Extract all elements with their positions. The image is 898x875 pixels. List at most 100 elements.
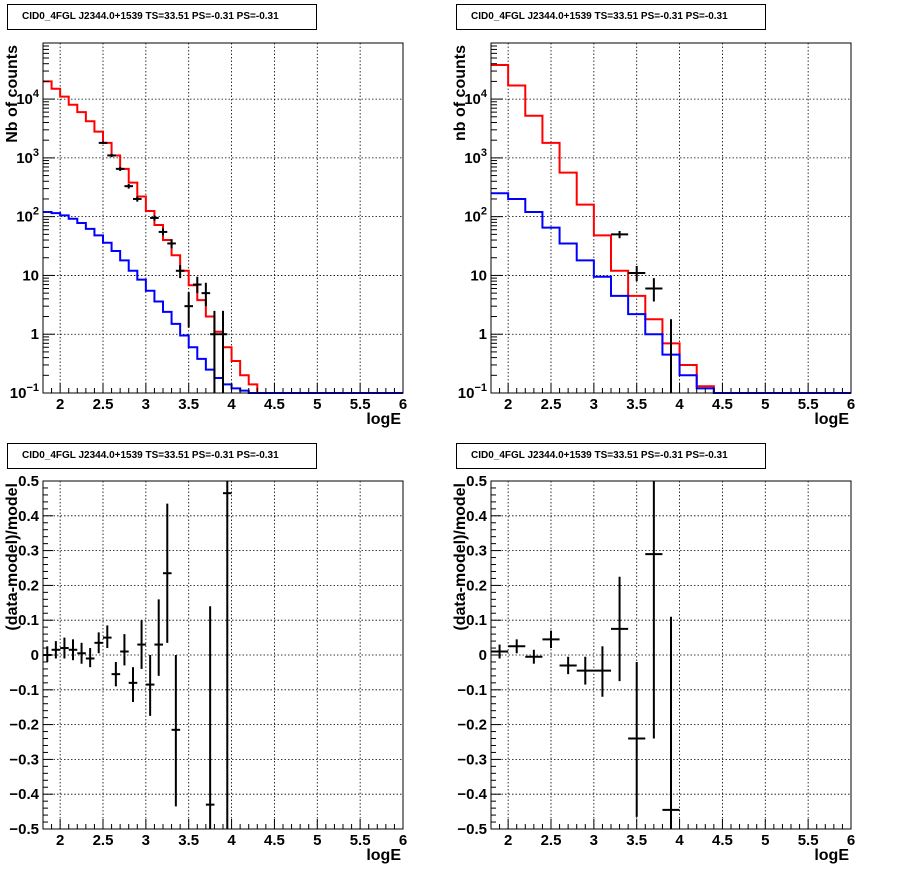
panel-0: 2 2.5 3 3.5 4 4.5 5 5.5 610−1110102103104logENb … [4, 42, 407, 428]
x-tick-label: 3.5 [626, 832, 647, 849]
x-tick-label: 2.5 [541, 832, 562, 849]
data-point [150, 215, 159, 221]
x-tick-label: 2.5 [541, 396, 562, 413]
data-point [218, 310, 228, 393]
x-tick-label: 2.5 [93, 396, 114, 413]
data-point [163, 503, 172, 643]
panel-title-top-left: CID0_4FGL J2344.0+1539 TS=33.51 PS=-0.31… [7, 4, 317, 30]
y-tick-label: 1 [479, 326, 487, 343]
x-axis-label: logE [814, 847, 849, 864]
y-tick-label: 0.3 [466, 543, 487, 560]
y-tick-label: 10−1 [458, 382, 487, 402]
y-tick-label: −0.5 [457, 821, 487, 838]
data-point [210, 310, 219, 393]
data-point [576, 656, 594, 685]
y-tick-label: −0.1 [457, 682, 487, 699]
data-point [611, 576, 629, 682]
x-tick-label: 3.5 [178, 832, 199, 849]
data-point [593, 646, 611, 697]
x-tick-label: 3.5 [626, 396, 647, 413]
y-tick-label: 10 [22, 267, 39, 284]
data-point [120, 634, 129, 666]
y-tick-label: 0.2 [466, 577, 487, 594]
panel-title-bottom-right: CID0_4FGL J2344.0+1539 TS=33.51 PS=-0.31… [456, 443, 766, 469]
data-point [103, 625, 112, 649]
data-point [508, 639, 526, 654]
series-source_model [491, 192, 851, 394]
x-tick-label: 5 [313, 396, 321, 413]
data-point [171, 655, 181, 807]
y-tick-label: 0.1 [466, 612, 487, 629]
data-point [205, 606, 215, 829]
data-point [193, 276, 202, 294]
series-total_model [491, 64, 851, 394]
x-tick-label: 2 [56, 396, 64, 413]
panel-3: 2 2.5 3 3.5 4 4.5 5 5.5 6 −0.5 −0.4 −0.3 −0.2 −0.1 0 0.… [452, 473, 855, 864]
y-axis-label: (data-model)/model [452, 483, 469, 631]
data-point [559, 656, 577, 675]
y-tick-label: 0.3 [18, 543, 39, 560]
data-point [175, 265, 185, 279]
panel-1: 2 2.5 3 3.5 4 4.5 5 5.5 610−1110102103104logEnb … [452, 42, 855, 428]
x-tick-label: 3 [142, 832, 150, 849]
y-tick-label: −0.4 [457, 786, 487, 803]
y-tick-label: 0 [479, 647, 487, 664]
x-tick-label: 4 [675, 832, 684, 849]
data-point [98, 141, 108, 145]
x-tick-label: 4.5 [264, 832, 285, 849]
data-point [137, 620, 146, 669]
data-point [628, 661, 646, 817]
x-tick-label: 5.5 [350, 832, 371, 849]
x-axis-label: logE [366, 411, 401, 428]
data-point [491, 644, 509, 659]
data-point [154, 599, 163, 676]
x-tick-label: 5.5 [798, 832, 819, 849]
x-tick-label: 4 [227, 832, 236, 849]
data-point [43, 646, 52, 662]
x-tick-label: 4.5 [712, 832, 733, 849]
y-axis-label: Nb of counts [4, 45, 21, 143]
data-point [542, 630, 560, 649]
x-tick-label: 4 [227, 396, 236, 413]
data-point [167, 239, 176, 249]
data-point [184, 292, 193, 328]
panel-title-top-right: CID0_4FGL J2344.0+1539 TS=33.51 PS=-0.31… [456, 4, 766, 30]
data-point [128, 667, 138, 702]
data-point [51, 641, 61, 659]
data-point [94, 632, 103, 654]
panel-title-bottom-left: CID0_4FGL J2344.0+1539 TS=33.51 PS=-0.31… [7, 443, 317, 469]
data-point [60, 637, 69, 659]
x-tick-label: 6 [399, 832, 407, 849]
x-tick-label: 3 [590, 396, 598, 413]
x-tick-label: 6 [847, 396, 855, 413]
data-point [77, 642, 86, 664]
x-tick-label: 3 [142, 396, 150, 413]
data-point [145, 655, 155, 716]
x-tick-label: 5.5 [798, 396, 819, 413]
y-tick-label: −0.5 [9, 821, 39, 838]
data-point [525, 649, 543, 664]
y-tick-label: −0.4 [9, 786, 39, 803]
data-point [662, 616, 680, 829]
series-total_model [43, 80, 403, 394]
y-tick-label: 103 [464, 147, 487, 167]
x-tick-label: 5 [313, 832, 321, 849]
data-point [115, 166, 125, 171]
data-point [68, 639, 78, 661]
x-tick-label: 2 [504, 832, 512, 849]
x-tick-label: 6 [399, 396, 407, 413]
y-tick-label: 0.2 [18, 577, 39, 594]
data-point [611, 231, 629, 239]
x-tick-label: 4.5 [264, 396, 285, 413]
y-tick-label: 0 [31, 647, 39, 664]
x-tick-label: 3.5 [178, 396, 199, 413]
y-tick-label: 0.4 [18, 508, 40, 525]
data-point [158, 228, 168, 236]
y-tick-label: 0.1 [18, 612, 39, 629]
y-tick-label: −0.3 [9, 751, 39, 768]
y-tick-label: −0.3 [457, 751, 487, 768]
x-tick-label: 6 [847, 832, 855, 849]
y-tick-label: 0.4 [466, 508, 488, 525]
data-point [107, 153, 116, 158]
